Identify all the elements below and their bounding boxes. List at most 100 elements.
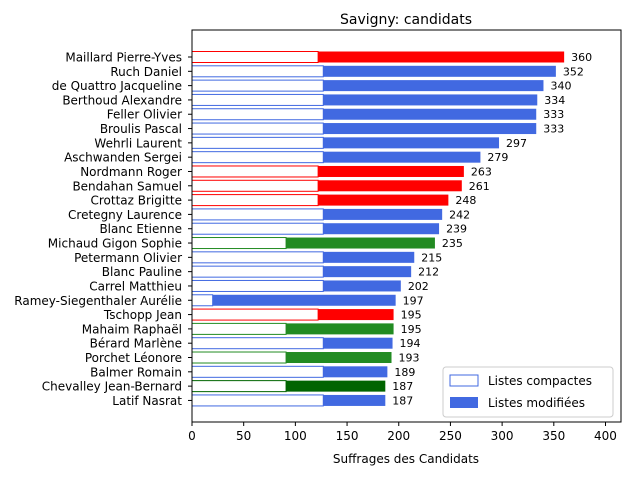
bar-compactes xyxy=(191,265,324,278)
y-tick-label: Wehrli Laurent xyxy=(94,136,182,150)
bar-modifiees xyxy=(286,380,386,392)
bar-compactes xyxy=(191,222,324,235)
bar-compactes xyxy=(191,279,324,292)
value-label: 352 xyxy=(563,65,584,78)
bar-compactes xyxy=(191,351,287,364)
bar-modifiees xyxy=(323,337,393,349)
value-label: 197 xyxy=(403,294,424,307)
bar-compactes xyxy=(191,308,319,321)
bar-modifiees xyxy=(318,180,462,192)
bar-modifiees xyxy=(323,366,388,378)
y-tick-label: Cretegny Laurence xyxy=(68,208,182,222)
x-tick-label: 300 xyxy=(491,429,514,443)
x-tick-label: 150 xyxy=(336,429,359,443)
bar-modifiees xyxy=(323,108,537,120)
bar-compactes xyxy=(191,179,319,192)
y-tick-label: Nordmann Roger xyxy=(80,165,182,179)
legend-box xyxy=(442,366,614,418)
value-label: 248 xyxy=(455,194,476,207)
legend-label-modifiees: Listes modifiées xyxy=(488,396,585,410)
bar-modifiees xyxy=(318,165,464,177)
bar-compactes xyxy=(191,337,324,350)
bar-modifiees xyxy=(323,223,440,235)
bar-compactes xyxy=(191,93,324,106)
bar-compactes xyxy=(191,165,319,178)
bar-compactes xyxy=(191,365,324,378)
bar-compactes xyxy=(191,122,324,135)
bar-modifiees xyxy=(212,294,396,306)
y-tick-label: Blanc Pauline xyxy=(102,265,182,279)
y-tick-label: Crottaz Brigitte xyxy=(90,194,182,208)
bar-modifiees xyxy=(286,237,435,249)
y-tick-label: Michaud Gigon Sophie xyxy=(48,237,182,251)
x-tick-label: 200 xyxy=(387,429,410,443)
bar-modifiees xyxy=(323,80,544,92)
value-label: 212 xyxy=(418,266,439,279)
value-label: 333 xyxy=(543,123,564,136)
bar-compactes xyxy=(191,65,324,78)
legend-label-compactes: Listes compactes xyxy=(488,374,592,388)
value-label: 194 xyxy=(400,337,421,350)
y-tick-label: Aschwanden Sergei xyxy=(64,151,182,165)
y-tick-label: Feller Olivier xyxy=(107,108,182,122)
y-tick-label: Chevalley Jean-Bernard xyxy=(42,380,182,394)
value-label: 187 xyxy=(392,394,413,407)
value-label: 263 xyxy=(471,165,492,178)
value-label: 242 xyxy=(449,208,470,221)
bar-modifiees xyxy=(323,137,500,149)
y-tick-label: Bérard Marlène xyxy=(90,337,182,351)
x-ticks: 0 50 100 150 200 250 300 350 400 xyxy=(188,422,617,443)
y-tick-label: Maillard Pierre-Yves xyxy=(65,51,182,65)
x-tick-label: 350 xyxy=(542,429,565,443)
bar-compactes xyxy=(191,194,319,207)
x-tick-label: 50 xyxy=(236,429,251,443)
legend-swatch-compactes xyxy=(449,374,479,387)
y-tick-label: Porchet Léonore xyxy=(85,351,182,365)
x-axis-label: Suffrages des Candidats xyxy=(333,452,479,466)
value-label: 195 xyxy=(401,323,422,336)
y-tick-label: Berthoud Alexandre xyxy=(62,93,182,107)
bar-modifiees xyxy=(323,251,415,263)
y-tick-label: Bendahan Samuel xyxy=(72,179,182,193)
y-tick-label: Ruch Daniel xyxy=(110,65,182,79)
legend: Listes compactes Listes modifiées xyxy=(442,366,614,418)
bar-modifiees xyxy=(318,309,394,321)
value-label: 215 xyxy=(421,251,442,264)
value-label: 279 xyxy=(487,151,508,164)
bar-modifiees xyxy=(323,280,401,292)
y-tick-label: Tschopp Jean xyxy=(103,308,182,322)
bar-compactes xyxy=(191,136,324,149)
plot-frame xyxy=(191,29,622,423)
bar-modifiees xyxy=(323,65,556,77)
bar-modifiees xyxy=(318,194,449,206)
value-label: 189 xyxy=(394,366,415,379)
x-tick-label: 0 xyxy=(188,429,196,443)
bar-modifiees xyxy=(323,151,481,163)
bar-compactes xyxy=(191,394,324,407)
y-tick-label: Blanc Etienne xyxy=(99,222,182,236)
value-label: 261 xyxy=(469,180,490,193)
bar-modifiees xyxy=(318,51,565,63)
bar-modifiees xyxy=(323,394,386,406)
value-label: 195 xyxy=(401,309,422,322)
bar-modifiees xyxy=(323,123,537,135)
y-tick-label: de Quattro Jacqueline xyxy=(52,79,182,93)
y-tick-label: Mahaim Raphaël xyxy=(82,322,182,336)
bar-modifiees xyxy=(323,208,443,220)
x-tick-label: 100 xyxy=(284,429,307,443)
bar-compactes xyxy=(191,251,324,264)
bars-group xyxy=(191,51,565,407)
value-label: 193 xyxy=(399,352,420,365)
bar-compactes xyxy=(191,151,324,164)
y-tick-label: Latif Nasrat xyxy=(112,394,182,408)
y-tick-label: Broulis Pascal xyxy=(100,122,182,136)
bar-compactes xyxy=(191,208,324,221)
bar-compactes xyxy=(191,108,324,121)
value-label: 297 xyxy=(506,137,527,150)
y-tick-label: Balmer Romain xyxy=(90,365,182,379)
bar-modifiees xyxy=(286,323,394,335)
bar-compactes xyxy=(191,294,214,307)
y-tick-label: Carrel Matthieu xyxy=(89,279,182,293)
